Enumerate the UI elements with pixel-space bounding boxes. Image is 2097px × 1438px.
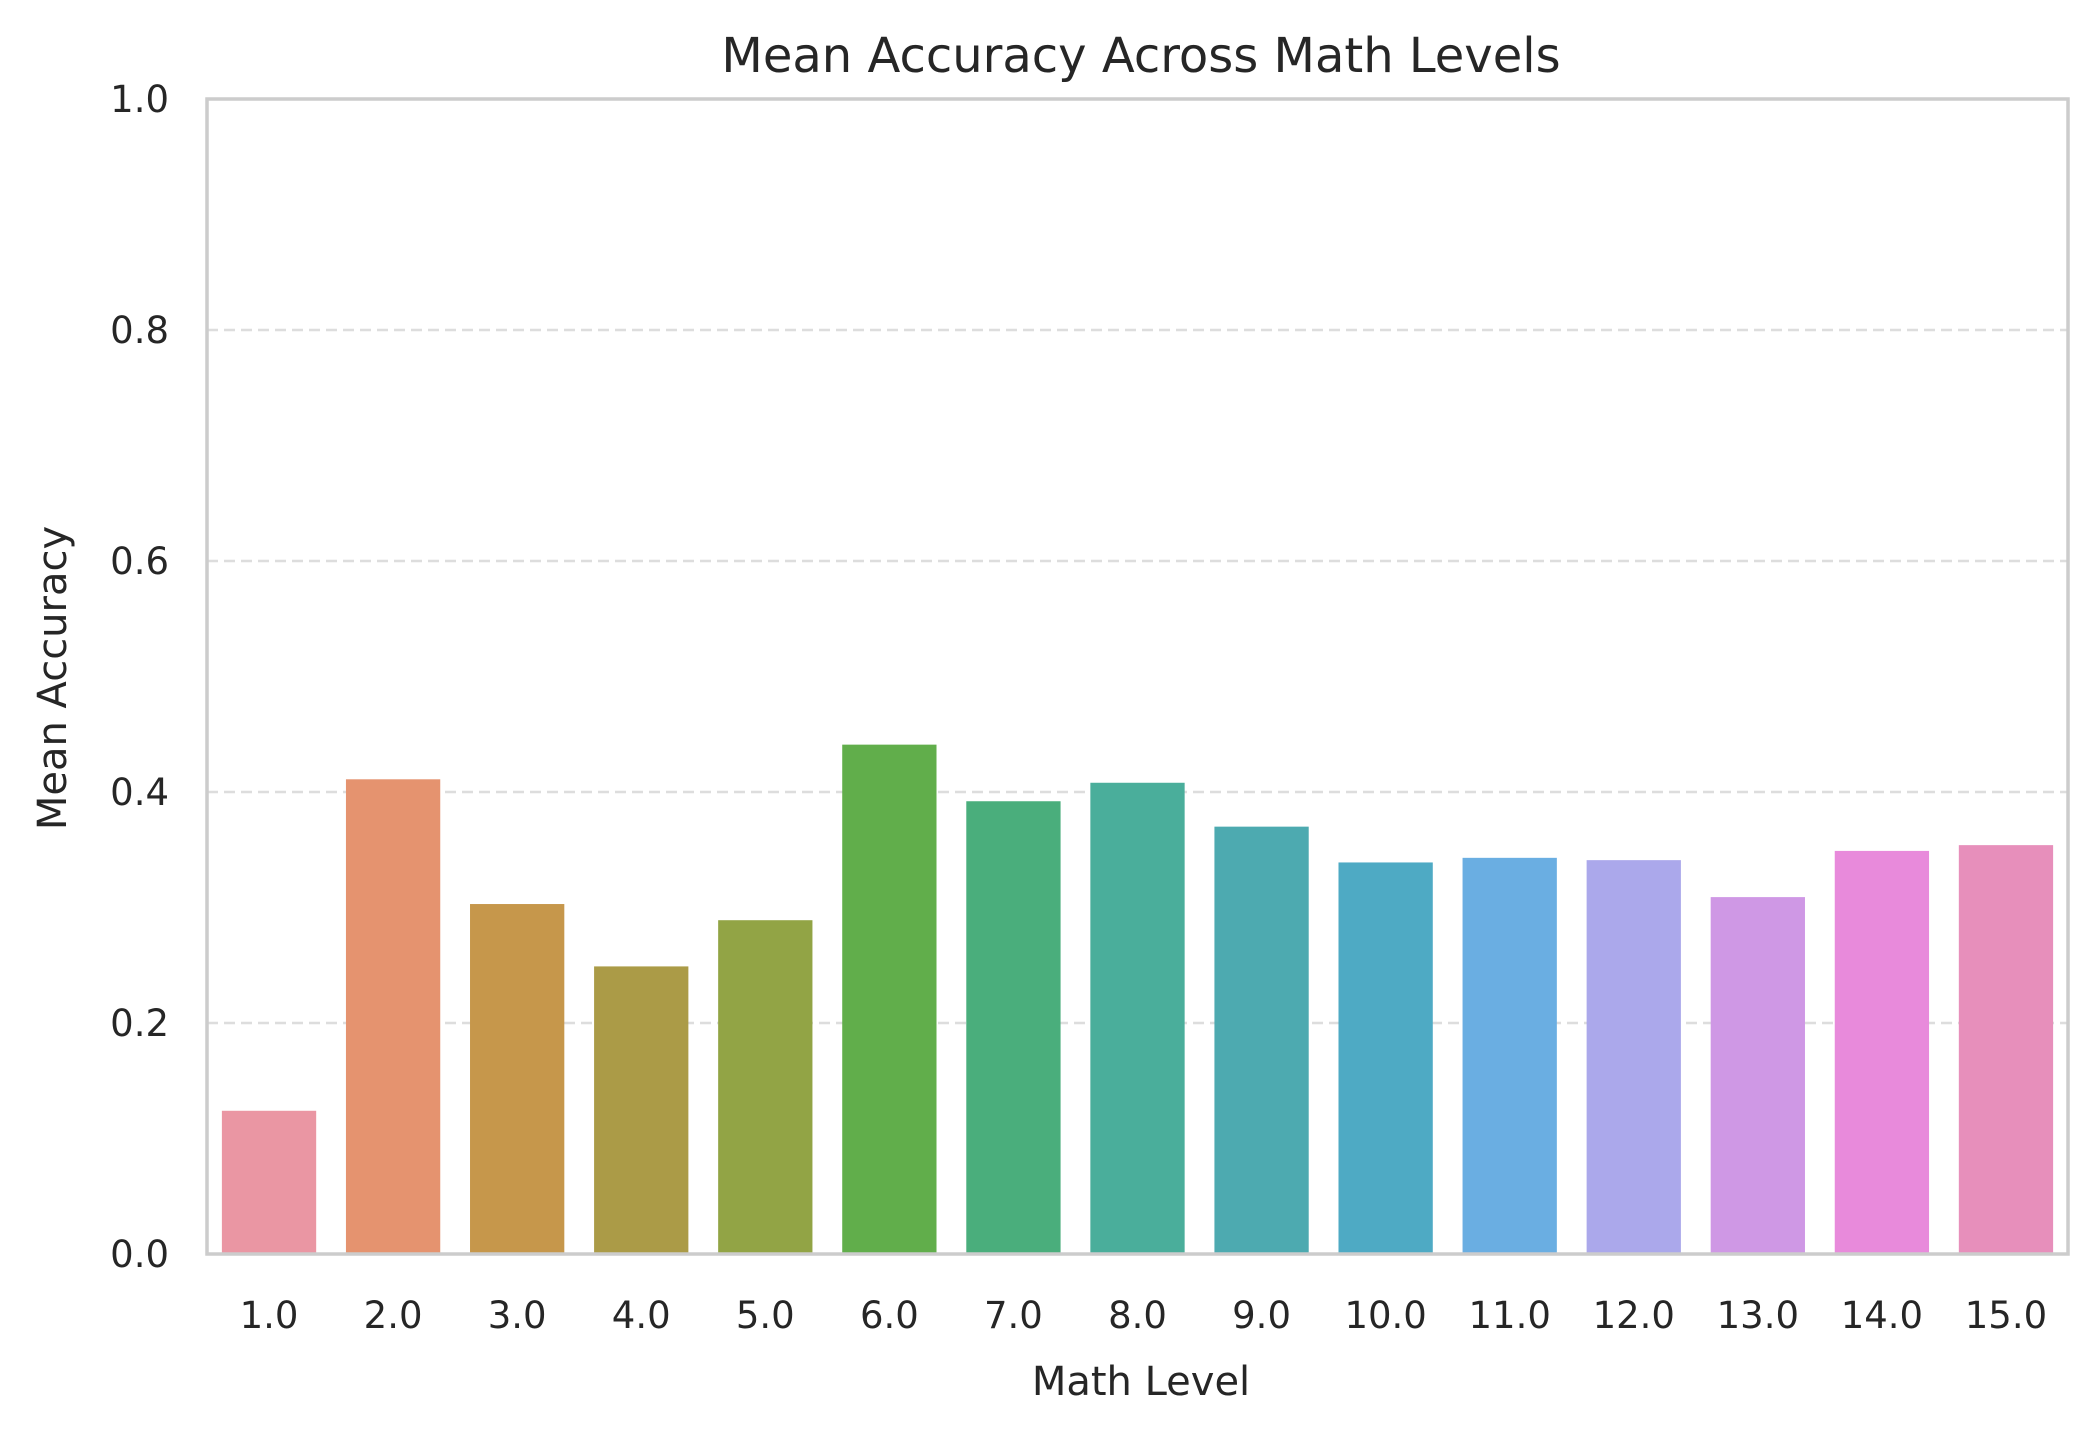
bar-level-6.0: [842, 744, 937, 1254]
x-tick-label: 5.0: [736, 1294, 795, 1337]
bar-level-15.0: [1958, 845, 2054, 1254]
bar-level-12.0: [1586, 860, 1681, 1254]
x-tick-label: 15.0: [1965, 1294, 2047, 1337]
x-tick-label: 7.0: [984, 1294, 1043, 1337]
y-tick-label: 0.2: [110, 1002, 169, 1045]
x-tick-label: 1.0: [240, 1294, 299, 1337]
x-tick-label: 10.0: [1344, 1294, 1426, 1337]
y-tick-label: 0.8: [110, 309, 169, 352]
x-tick-label: 13.0: [1717, 1294, 1799, 1337]
y-tick-label: 1.0: [110, 78, 169, 121]
x-tick-label: 8.0: [1108, 1294, 1167, 1337]
x-tick-label: 6.0: [860, 1294, 919, 1337]
bar-level-7.0: [966, 801, 1061, 1254]
bar-level-10.0: [1338, 862, 1433, 1254]
x-tick-label: 2.0: [364, 1294, 423, 1337]
bar-level-14.0: [1834, 850, 1930, 1254]
x-tick-label: 4.0: [612, 1294, 671, 1337]
plot-frame: [205, 97, 2070, 1256]
bar-level-8.0: [1090, 782, 1185, 1254]
bar-level-2.0: [345, 779, 441, 1254]
x-tick-label: 9.0: [1232, 1294, 1291, 1337]
y-tick-label: 0.0: [110, 1233, 169, 1276]
bar-level-5.0: [718, 920, 813, 1254]
bar-level-13.0: [1710, 897, 1805, 1254]
bar-level-11.0: [1462, 857, 1557, 1254]
x-tick-labels: 1.0 2.0 3.0 4.0 5.0 6.0 7.0 8.0 9.0 10.0 11.0 12.0 1…: [240, 1294, 2048, 1337]
bar-level-3.0: [470, 904, 565, 1254]
bar-level-1.0: [221, 1110, 317, 1254]
y-tick-label: 0.4: [110, 771, 169, 814]
y-tick-labels: 0.0 0.2 0.4 0.6 0.8 1.0: [110, 78, 169, 1276]
x-tick-label: 11.0: [1469, 1294, 1551, 1337]
bar-level-9.0: [1214, 826, 1309, 1254]
y-tick-label: 0.6: [110, 540, 169, 583]
bar-level-4.0: [594, 966, 689, 1254]
x-tick-label: 14.0: [1841, 1294, 1923, 1337]
x-tick-label: 12.0: [1593, 1294, 1675, 1337]
x-tick-label: 3.0: [488, 1294, 547, 1337]
x-axis-label: Math Level: [1032, 1359, 1250, 1405]
chart-title: Mean Accuracy Across Math Levels: [721, 28, 1560, 84]
bars: [221, 744, 2054, 1254]
y-axis-label: Mean Accuracy: [30, 526, 76, 830]
